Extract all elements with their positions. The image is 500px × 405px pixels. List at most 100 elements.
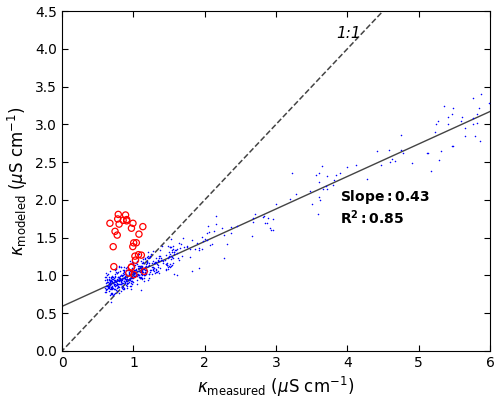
Point (166, 236, 174, 242)
Point (108, 275, 116, 282)
Point (458, 113, 466, 120)
Point (104, 285, 112, 292)
Point (122, 280, 130, 287)
Point (118, 264, 126, 271)
Point (107, 290, 115, 296)
Point (144, 276, 152, 283)
Point (130, 271, 138, 278)
Point (128, 267, 136, 273)
Point (102, 273, 110, 280)
Point (140, 270, 148, 277)
Point (139, 256, 147, 262)
Point (166, 251, 174, 258)
Point (170, 248, 178, 255)
Point (116, 278, 124, 284)
Point (152, 259, 160, 266)
Point (315, 170, 323, 176)
Point (114, 262, 122, 269)
Point (330, 177, 338, 183)
Point (227, 224, 235, 230)
Point (137, 275, 145, 281)
Point (152, 267, 160, 273)
Point (423, 150, 431, 156)
Point (194, 245, 202, 251)
Point (129, 260, 137, 266)
Point (126, 276, 134, 282)
Point (137, 263, 145, 270)
Point (108, 290, 116, 297)
Point (186, 254, 194, 260)
Point (397, 147, 405, 153)
Point (128, 258, 136, 265)
Point (112, 266, 120, 273)
Point (119, 272, 127, 278)
Point (106, 280, 114, 286)
Point (199, 238, 207, 244)
Point (424, 150, 432, 157)
Point (162, 259, 170, 266)
Point (110, 276, 118, 283)
Point (112, 283, 120, 290)
Point (154, 258, 162, 264)
Point (138, 268, 145, 275)
Point (118, 285, 126, 291)
Point (103, 272, 111, 278)
Point (133, 271, 141, 277)
Point (105, 280, 113, 287)
Point (143, 254, 151, 260)
Point (134, 258, 141, 265)
Point (114, 211, 122, 217)
Point (154, 267, 162, 274)
Point (128, 261, 136, 267)
Point (388, 156, 396, 163)
Point (140, 264, 148, 270)
Point (106, 274, 114, 281)
Point (120, 279, 128, 286)
Point (124, 275, 132, 282)
Point (132, 273, 140, 279)
Point (150, 260, 158, 266)
Point (318, 162, 326, 169)
Point (173, 250, 181, 257)
Point (104, 279, 112, 286)
Point (128, 264, 136, 270)
Point (363, 176, 371, 183)
Point (128, 268, 136, 274)
Point (126, 282, 134, 289)
Point (156, 247, 164, 254)
Point (112, 279, 120, 285)
Point (136, 275, 144, 281)
Point (114, 277, 122, 284)
Point (106, 278, 114, 284)
Point (195, 265, 203, 271)
Point (137, 258, 145, 264)
Point (336, 169, 344, 176)
Point (195, 247, 203, 253)
Point (130, 269, 138, 275)
Point (107, 284, 115, 290)
Point (140, 275, 148, 281)
Point (107, 277, 115, 284)
Point (111, 281, 119, 288)
Point (110, 278, 118, 285)
Point (146, 255, 154, 261)
Point (203, 230, 211, 237)
Point (201, 236, 209, 243)
Point (124, 276, 132, 283)
Point (139, 260, 147, 267)
Point (155, 258, 163, 264)
Point (184, 243, 192, 250)
Point (130, 240, 138, 246)
Point (130, 270, 138, 277)
Point (198, 245, 206, 252)
Point (137, 287, 145, 293)
Point (157, 254, 165, 261)
Point (130, 273, 138, 280)
Point (140, 268, 148, 275)
Point (104, 279, 112, 285)
Point (123, 273, 131, 280)
Point (118, 272, 126, 278)
Point (135, 231, 143, 237)
Point (169, 255, 177, 262)
Point (137, 274, 145, 280)
